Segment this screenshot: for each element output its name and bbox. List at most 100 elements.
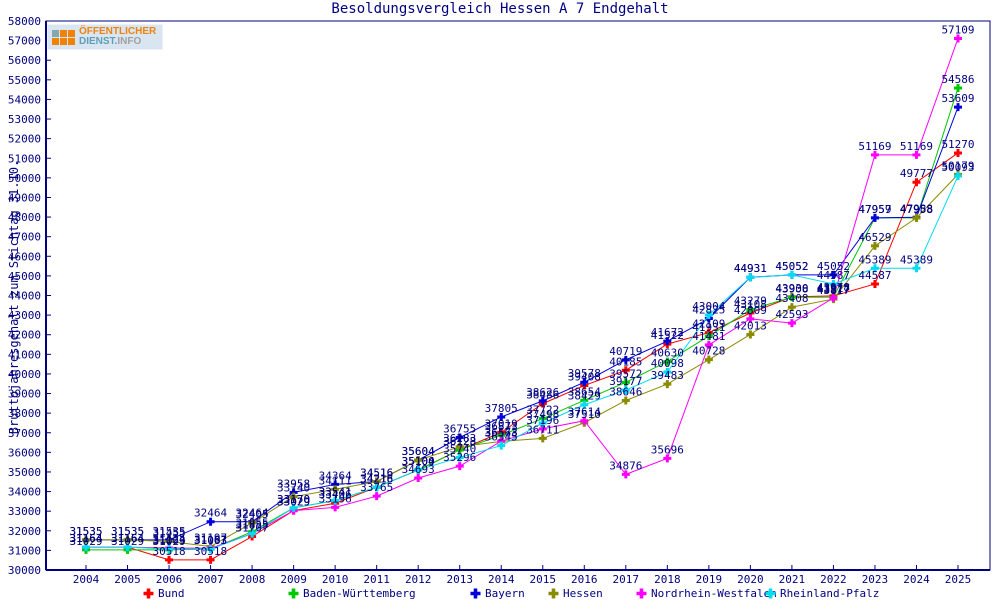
- legend-marker-icon: [636, 588, 647, 599]
- data-point-marker: [621, 378, 630, 387]
- y-tick-label: 30000: [8, 564, 41, 577]
- data-point-marker: [704, 340, 713, 349]
- logo-squares-icon: [52, 29, 75, 45]
- data-point-marker: [704, 332, 713, 341]
- data-point-label: 38646: [609, 385, 642, 398]
- data-point-label: 34516: [360, 466, 393, 479]
- data-point-label: 53609: [941, 92, 974, 105]
- data-point-label: 31535: [111, 525, 144, 538]
- data-point-marker: [787, 319, 796, 328]
- data-point-label: 33196: [319, 492, 352, 505]
- data-point-marker: [372, 477, 381, 486]
- y-tick-label: 56000: [8, 54, 41, 67]
- data-point-label: 34693: [402, 463, 435, 476]
- y-tick-label: 50000: [8, 172, 41, 185]
- data-point-label: 36563: [485, 426, 518, 439]
- data-point-label: 47959: [858, 203, 891, 216]
- data-point-label: 43930: [775, 282, 808, 295]
- data-point-label: 43917: [817, 282, 850, 295]
- y-tick-label: 35000: [8, 466, 41, 479]
- data-point-label: 31707: [236, 522, 269, 535]
- data-point-label: 43108: [734, 298, 767, 311]
- data-point-label: 31164: [69, 532, 102, 545]
- data-point-label: 31063: [194, 534, 227, 547]
- data-point-marker: [538, 414, 547, 423]
- data-point-marker: [289, 492, 298, 501]
- data-point-label: 35740: [443, 442, 476, 455]
- x-tick-label: 2020: [737, 573, 764, 586]
- x-tick-label: 2013: [446, 573, 473, 586]
- data-point-marker: [746, 330, 755, 339]
- data-point-label: 36873: [485, 420, 518, 433]
- data-point-label: 31063: [152, 534, 185, 547]
- x-tick-label: 2011: [363, 573, 390, 586]
- data-point-label: 35100: [402, 455, 435, 468]
- data-point-marker: [870, 241, 879, 250]
- data-point-label: 45389: [858, 253, 891, 266]
- y-tick-label: 39000: [8, 388, 41, 401]
- data-point-marker: [580, 400, 589, 409]
- data-point-marker: [704, 311, 713, 320]
- data-point-label: 43408: [775, 292, 808, 305]
- data-point-marker: [538, 396, 547, 405]
- data-point-label: 51169: [900, 140, 933, 153]
- y-tick-label: 51000: [8, 152, 41, 165]
- data-point-marker: [663, 337, 672, 346]
- data-point-label: 35104: [402, 455, 435, 468]
- y-tick-label: 43000: [8, 309, 41, 322]
- legend-marker-icon: [765, 588, 776, 599]
- x-tick-label: 2012: [405, 573, 432, 586]
- x-tick-label: 2015: [530, 573, 557, 586]
- data-point-label: 36755: [443, 423, 476, 436]
- x-tick-label: 2018: [654, 573, 681, 586]
- data-point-marker: [538, 424, 547, 433]
- data-point-marker: [538, 418, 547, 427]
- data-point-label: 34876: [609, 459, 642, 472]
- data-point-marker: [331, 503, 340, 512]
- x-tick-label: 2017: [613, 573, 640, 586]
- data-point-label: 44931: [734, 262, 767, 275]
- data-point-marker: [663, 454, 672, 463]
- x-tick-label: 2005: [114, 573, 141, 586]
- x-tick-label: 2025: [945, 573, 972, 586]
- data-point-marker: [621, 470, 630, 479]
- data-point-label: 35696: [651, 443, 684, 456]
- data-point-marker: [538, 434, 547, 443]
- data-point-marker: [497, 412, 506, 421]
- legend-label: Nordrhein-Westfalen: [651, 587, 777, 600]
- data-point-label: 39572: [609, 367, 642, 380]
- data-point-label: 42809: [734, 304, 767, 317]
- data-point-label: 43877: [817, 283, 850, 296]
- data-point-label: 41481: [692, 330, 725, 343]
- legend-label: Baden-Württemberg: [303, 587, 416, 600]
- data-point-label: 40630: [651, 347, 684, 360]
- data-point-label: 31164: [111, 532, 144, 545]
- legend-label: Hessen: [563, 587, 603, 600]
- data-point-marker: [414, 456, 423, 465]
- x-tick-label: 2016: [571, 573, 598, 586]
- x-tick-label: 2019: [696, 573, 723, 586]
- data-point-marker: [912, 213, 921, 222]
- data-point-label: 34218: [360, 472, 393, 485]
- data-point-marker: [331, 496, 340, 505]
- data-point-marker: [580, 378, 589, 387]
- series-line-Bund: [86, 152, 959, 561]
- data-point-marker: [580, 416, 589, 425]
- y-tick-label: 33000: [8, 505, 41, 518]
- data-point-marker: [954, 83, 962, 92]
- data-point-marker: [82, 535, 90, 544]
- data-point-label: 37614: [568, 406, 601, 419]
- series-line-Bayern: [86, 106, 959, 541]
- oeffentlicher-dienst-logo: ÖFFENTLICHER DIENST.INFO: [47, 24, 164, 50]
- data-point-label: 31124: [152, 533, 185, 546]
- data-point-marker: [455, 462, 464, 471]
- data-point-marker: [206, 517, 215, 526]
- data-point-marker: [746, 314, 755, 323]
- y-tick-label: 31000: [8, 544, 41, 557]
- data-point-label: 31535: [69, 525, 102, 538]
- y-tick-label: 46000: [8, 250, 41, 263]
- data-point-label: 50179: [941, 159, 974, 172]
- series-line-Rheinland-Pfalz: [86, 175, 959, 550]
- data-point-label: 35604: [402, 445, 435, 458]
- data-point-label: 36283: [443, 432, 476, 445]
